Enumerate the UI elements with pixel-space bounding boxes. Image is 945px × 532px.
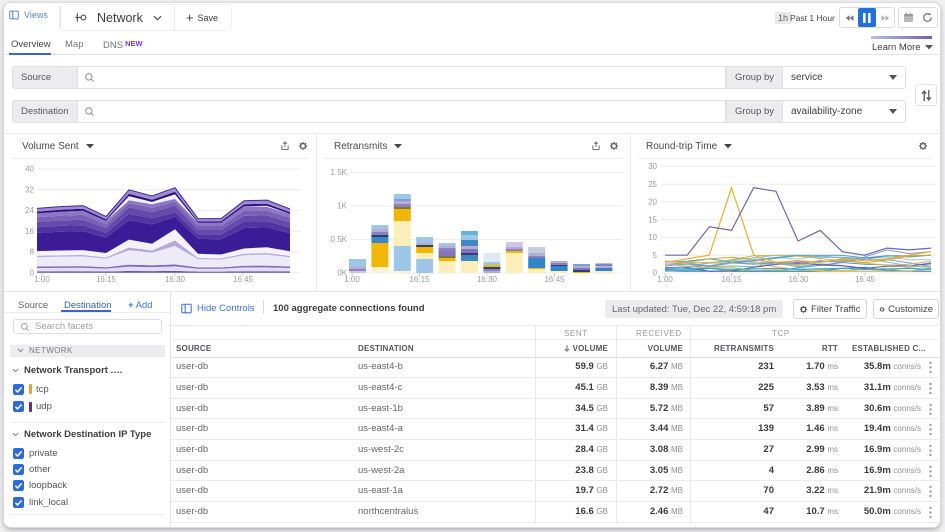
svg-text:16:15: 16:15: [409, 275, 430, 284]
svg-text:16:45: 16:45: [233, 275, 254, 284]
svg-text:10: 10: [648, 233, 657, 242]
svg-text:16:45: 16:45: [544, 275, 565, 284]
svg-text:20: 20: [648, 198, 657, 207]
svg-text:0: 0: [653, 269, 658, 278]
svg-text:1:00: 1:00: [344, 275, 360, 284]
svg-text:30: 30: [648, 162, 657, 171]
svg-text:16:15: 16:15: [96, 275, 117, 284]
svg-text:0K: 0K: [337, 269, 347, 278]
svg-text:16:15: 16:15: [721, 275, 742, 284]
svg-text:16: 16: [25, 227, 34, 236]
svg-text:40: 40: [25, 165, 34, 174]
svg-text:25: 25: [648, 180, 657, 189]
svg-text:0.5K: 0.5K: [331, 235, 348, 244]
svg-text:1:00: 1:00: [34, 275, 50, 284]
svg-text:16:30: 16:30: [477, 275, 498, 284]
svg-text:15: 15: [648, 215, 657, 224]
svg-text:8: 8: [30, 248, 35, 257]
svg-text:5: 5: [653, 251, 658, 260]
svg-text:32: 32: [25, 185, 34, 194]
svg-text:1.5K: 1.5K: [331, 168, 348, 177]
svg-text:16:45: 16:45: [855, 275, 876, 284]
svg-text:16:30: 16:30: [165, 275, 186, 284]
svg-text:1K: 1K: [337, 202, 347, 211]
svg-text:1:00: 1:00: [657, 275, 673, 284]
svg-text:0: 0: [30, 268, 35, 277]
svg-text:24: 24: [25, 206, 34, 215]
svg-text:16:30: 16:30: [788, 275, 809, 284]
